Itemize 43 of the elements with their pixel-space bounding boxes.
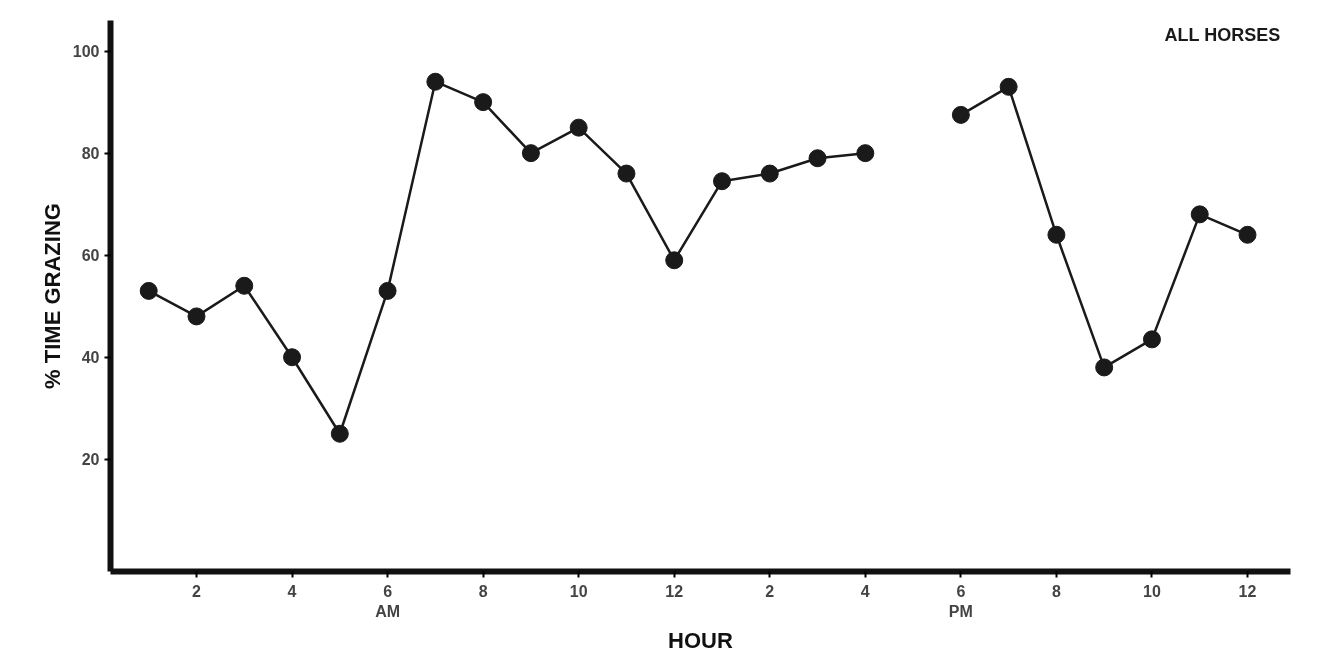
x-tick-label: 12 xyxy=(665,582,684,600)
point xyxy=(1142,330,1161,349)
x-axis-title: HOUR xyxy=(668,627,733,653)
point xyxy=(330,424,349,443)
x-tick-label: 4 xyxy=(287,582,297,600)
x-tick-label: 12 xyxy=(1238,582,1257,600)
point xyxy=(378,281,397,300)
y-tick-label: 80 xyxy=(81,145,100,163)
x-tick-label: 4 xyxy=(860,582,870,600)
point xyxy=(665,251,684,270)
y-tick-label: 40 xyxy=(81,349,100,367)
y-tick-label: 60 xyxy=(81,247,100,265)
x-tick-label: 8 xyxy=(1051,582,1061,600)
point xyxy=(187,307,206,326)
point xyxy=(283,348,302,367)
point xyxy=(617,164,636,183)
point xyxy=(474,93,493,112)
point xyxy=(1190,205,1209,224)
point xyxy=(1238,225,1257,244)
point xyxy=(1095,358,1114,377)
point xyxy=(235,276,254,295)
point xyxy=(1047,225,1066,244)
x-tick-label: 10 xyxy=(1143,582,1161,600)
y-tick-label: 20 xyxy=(81,451,100,469)
text: ALL HORSES xyxy=(1164,24,1281,45)
point xyxy=(760,164,779,183)
point xyxy=(426,72,445,91)
point xyxy=(713,172,731,191)
point xyxy=(569,118,588,137)
point xyxy=(951,105,970,124)
y-axis-title: % TIME GRAZING xyxy=(39,203,65,389)
x-tick-label: 2 xyxy=(192,582,202,600)
point xyxy=(521,144,540,163)
x-tick-label: 10 xyxy=(569,582,588,600)
y-tick-label: 100 xyxy=(72,43,100,61)
x-tick-label: 8 xyxy=(478,582,488,600)
x-tick-label: 6 AM xyxy=(375,582,401,620)
x-tick-label: 2 xyxy=(765,582,775,600)
point xyxy=(139,281,158,300)
x-tick-label: 6 PM xyxy=(948,582,973,620)
point xyxy=(999,77,1018,96)
point xyxy=(856,144,875,163)
point xyxy=(808,149,827,168)
